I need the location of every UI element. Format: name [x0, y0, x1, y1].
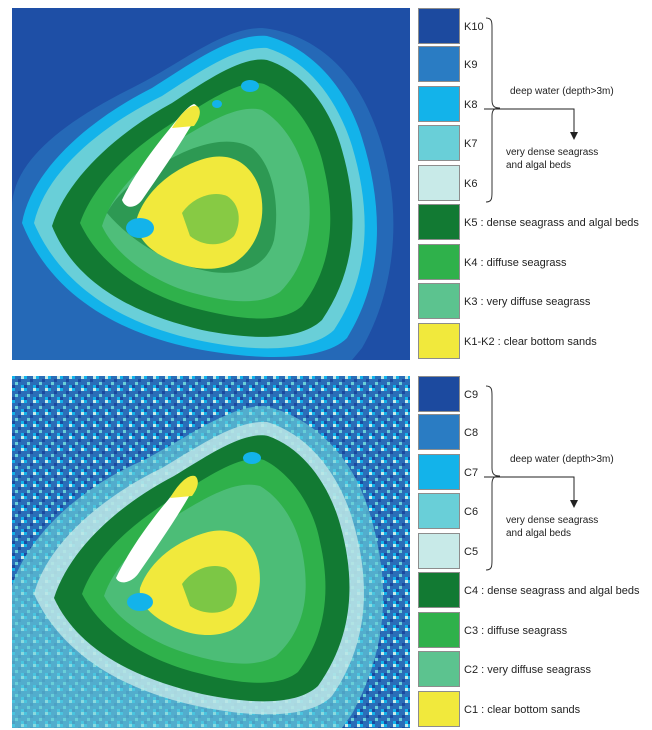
legend-swatch	[418, 46, 460, 82]
classification-panel-k: K10 K9 K8 K7 K6 K5 : dense seagrass and …	[0, 0, 652, 362]
map-image-k	[12, 8, 410, 360]
legend-code: K8	[464, 99, 478, 111]
legend-swatch	[418, 651, 460, 687]
classified-map-c	[12, 376, 410, 728]
legend-code: K9	[464, 59, 478, 71]
classified-map-k	[12, 8, 410, 360]
deep-water-bracket	[485, 17, 501, 203]
legend-swatch	[418, 612, 460, 648]
legend-item-label: C2 : very diffuse seagrass	[464, 664, 591, 676]
legend-code: K10	[464, 21, 484, 33]
legend-swatch	[418, 493, 460, 529]
legend-k: K10 K9 K8 K7 K6 K5 : dense seagrass and …	[418, 8, 650, 360]
legend-swatch	[418, 165, 460, 201]
legend-swatch	[418, 691, 460, 727]
legend-swatch	[418, 8, 460, 44]
legend-item-label: K5 : dense seagrass and algal beds	[464, 217, 639, 229]
seagrass-note-line1: very dense seagrass	[506, 147, 599, 158]
legend-code: C7	[464, 467, 479, 479]
legend-code: C6	[464, 506, 479, 518]
legend-c: C9 C8 C7 C6 C5 C4 : dense seagrass and a…	[418, 376, 650, 728]
legend-item-label: C4 : dense seagrass and algal beds	[464, 585, 640, 597]
legend-swatch	[418, 204, 460, 240]
deep-water-bracket	[485, 385, 501, 571]
legend-code: C8	[464, 427, 479, 439]
classification-panel-c: C9 C8 C7 C6 C5 C4 : dense seagrass and a…	[0, 368, 652, 730]
legend-item-label: K1-K2 : clear bottom sands	[464, 336, 597, 348]
legend-swatch	[418, 125, 460, 161]
deep-water-label: deep water (depth>3m)	[510, 86, 614, 97]
legend-swatch	[418, 323, 460, 359]
legend-item-label: K3 : very diffuse seagrass	[464, 296, 591, 308]
arrow-icon	[484, 108, 578, 140]
legend-code: C5	[464, 546, 479, 558]
map-image-c	[12, 376, 410, 728]
legend-swatch	[418, 244, 460, 280]
legend-swatch	[418, 283, 460, 319]
legend-item-label: C1 : clear bottom sands	[464, 704, 581, 716]
legend-code: K6	[464, 178, 478, 190]
legend-swatch	[418, 454, 460, 490]
legend-swatch	[418, 572, 460, 608]
legend-code: C9	[464, 389, 479, 401]
seagrass-note-line1: very dense seagrass	[506, 515, 599, 526]
legend-swatch	[418, 86, 460, 122]
seagrass-note-line2: and algal beds	[506, 160, 572, 171]
seagrass-note-line2: and algal beds	[506, 528, 572, 539]
legend-item-label: C3 : diffuse seagrass	[464, 625, 568, 637]
legend-code: K7	[464, 138, 478, 150]
legend-item-label: K4 : diffuse seagrass	[464, 257, 567, 269]
legend-swatch	[418, 376, 460, 412]
legend-swatch	[418, 414, 460, 450]
deep-water-label: deep water (depth>3m)	[510, 454, 614, 465]
legend-swatch	[418, 533, 460, 569]
arrow-icon	[484, 476, 578, 508]
